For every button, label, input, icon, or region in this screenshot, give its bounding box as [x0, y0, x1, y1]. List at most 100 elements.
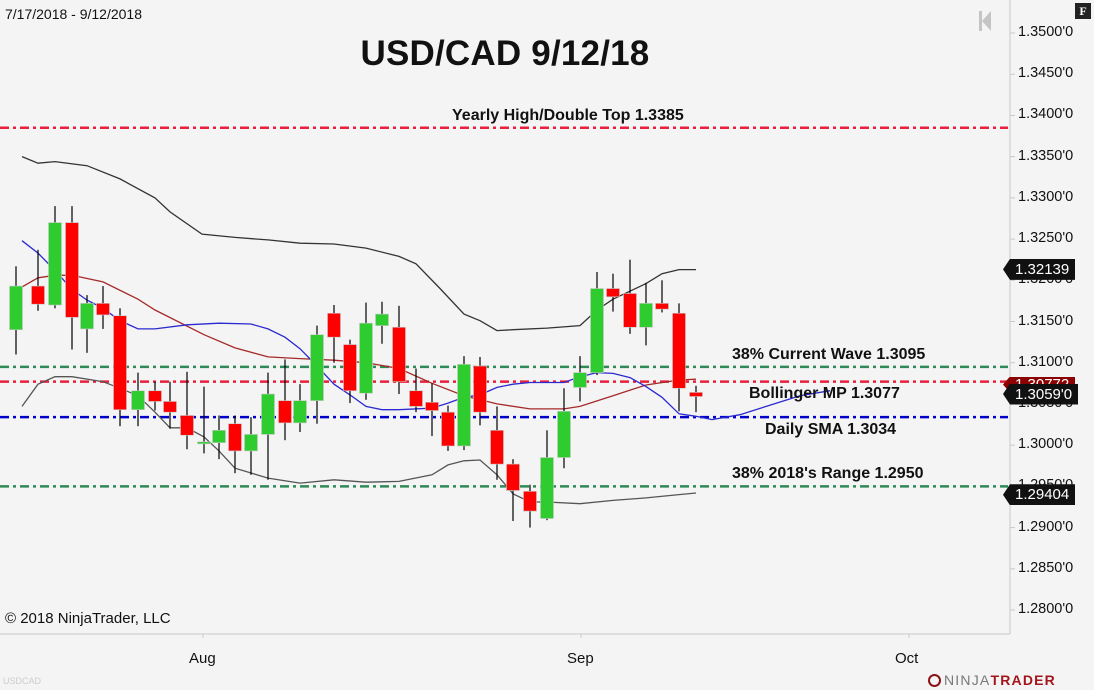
- candle-body: [31, 285, 45, 305]
- candle-up: [48, 206, 62, 309]
- y-axis-label: 1.3400'0: [1018, 106, 1074, 123]
- candle-body: [327, 312, 341, 338]
- candle-body: [590, 288, 604, 373]
- candle-body: [163, 401, 177, 413]
- candle-down: [148, 381, 162, 411]
- candle-down: [31, 249, 45, 311]
- date-range-label: 7/17/2018 - 9/12/2018: [5, 6, 143, 22]
- candle-down: [392, 305, 406, 395]
- candle-body: [441, 411, 455, 447]
- level-annotation: Daily SMA 1.3034: [765, 421, 897, 439]
- ninjatrader-logo-icon: [928, 674, 941, 687]
- candle-down: [655, 280, 669, 313]
- candle-down: [473, 356, 487, 426]
- candle-up: [197, 386, 211, 454]
- candle-body: [392, 326, 406, 382]
- candle-down: [441, 405, 455, 451]
- candle-body: [48, 222, 62, 306]
- candle-body: [197, 441, 211, 445]
- candle-up: [639, 282, 653, 346]
- ninjatrader-logo: NINJATRADER: [928, 672, 1056, 688]
- candle-down: [689, 385, 703, 413]
- candle-body: [278, 400, 292, 424]
- scroll-to-start-icon[interactable]: [978, 10, 992, 32]
- candle-body: [606, 288, 620, 298]
- candle-up: [557, 388, 571, 469]
- candle-body: [261, 393, 275, 435]
- candle-down: [278, 359, 292, 441]
- candle-body: [80, 303, 94, 330]
- candle-down: [490, 406, 504, 480]
- y-axis-label: 1.2850'0: [1018, 559, 1074, 576]
- indicator-bollinger-upper: [21, 155, 696, 332]
- candle-body: [409, 390, 423, 407]
- candle-up: [293, 384, 307, 432]
- candle-down: [180, 371, 194, 450]
- y-axis-label: 1.3300'0: [1018, 188, 1074, 205]
- candle-body: [672, 312, 686, 389]
- x-axis-label: Oct: [895, 650, 919, 667]
- y-axis-label: 1.3450'0: [1018, 65, 1074, 82]
- candle-down: [409, 368, 423, 413]
- candle-body: [65, 222, 79, 318]
- candle-body: [113, 315, 127, 411]
- level-annotation: 38% Current Wave 1.3095: [732, 345, 926, 363]
- level-annotation: Yearly High/Double Top 1.3385: [452, 106, 684, 124]
- candle-down: [96, 286, 110, 329]
- y-axis-label: 1.2800'0: [1018, 601, 1074, 617]
- logo-text-trader: TRADER: [990, 672, 1056, 688]
- instrument-watermark: USDCAD: [3, 676, 42, 686]
- f-button[interactable]: F: [1075, 3, 1091, 19]
- x-axis-label: Aug: [189, 650, 216, 667]
- candle-up: [244, 417, 258, 475]
- chart-title: USD/CAD 9/12/18: [360, 34, 650, 73]
- candle-up: [80, 295, 94, 353]
- candle-body: [557, 411, 571, 458]
- candle-up: [573, 356, 587, 402]
- level-annotation: Bollinger MP 1.3077: [749, 384, 900, 402]
- candlesticks: [9, 206, 703, 528]
- candle-body: [623, 293, 637, 328]
- candle-body: [131, 390, 145, 411]
- price-tag: 1.29404: [1003, 484, 1076, 506]
- y-axis-label: 1.3000'0: [1018, 436, 1074, 453]
- y-axis-label: 1.3250'0: [1018, 230, 1074, 247]
- candle-body: [457, 364, 471, 447]
- level-annotation: 38% 2018's Range 1.2950: [732, 465, 924, 483]
- y-axis-label: 1.3500'0: [1018, 24, 1074, 40]
- candle-up: [310, 325, 324, 424]
- candle-body: [655, 303, 669, 310]
- y-axis-label: 1.3100'0: [1018, 353, 1074, 370]
- candle-up: [131, 372, 145, 427]
- candle-down: [343, 339, 357, 404]
- candle-body: [523, 491, 537, 512]
- candle-body: [9, 285, 23, 331]
- y-axis-label: 1.2900'0: [1018, 518, 1074, 535]
- candle-body: [425, 401, 439, 411]
- horizontal-levels: [0, 126, 1008, 488]
- candle-body: [540, 457, 554, 519]
- candle-down: [606, 273, 620, 312]
- indicator-sma: [21, 240, 831, 421]
- candle-body: [293, 400, 307, 424]
- price-tag: 1.3059'0: [1003, 383, 1079, 405]
- candle-up: [375, 301, 389, 344]
- candle-body: [343, 344, 357, 392]
- candle-down: [228, 415, 242, 474]
- indicator-lines: [21, 155, 831, 505]
- candle-up: [9, 266, 23, 355]
- candle-body: [96, 303, 110, 316]
- x-axis-ticks: [202, 634, 910, 638]
- copyright-text: © 2018 NinjaTrader, LLC: [5, 610, 171, 627]
- price-tag: 1.32139: [1003, 258, 1076, 280]
- chart-axes: [0, 0, 1011, 635]
- candle-body: [359, 322, 373, 394]
- candle-down: [523, 484, 537, 528]
- candle-body: [639, 303, 653, 328]
- candle-body: [689, 392, 703, 397]
- candle-body: [310, 334, 324, 401]
- candle-down: [113, 308, 127, 427]
- candle-body: [506, 463, 520, 491]
- candle-body: [244, 434, 258, 452]
